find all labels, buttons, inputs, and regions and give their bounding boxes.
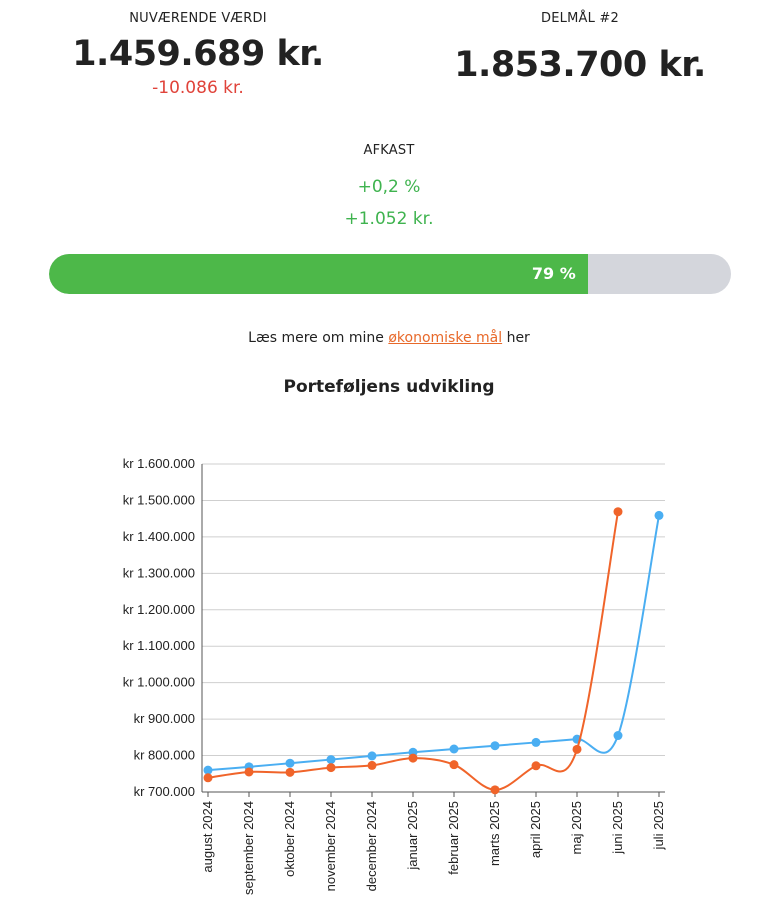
series-1-point	[449, 744, 459, 754]
y-tick-label: kr 900.000	[134, 711, 195, 726]
portfolio-line-chart: kr 700.000 kr 800.000 kr 900.000 kr 1.000.0…	[123, 456, 666, 895]
series-1-point	[326, 755, 336, 765]
goal-label: DELMÅL #2	[541, 11, 619, 26]
series-1-point	[531, 737, 541, 747]
series-2-point	[367, 760, 377, 770]
x-tick-label: oktober 2024	[282, 801, 297, 877]
y-tick-label: kr 1.300.000	[123, 565, 195, 580]
x-tick-label: august 2024	[200, 801, 215, 873]
current-value-label: NUVÆRENDE VÆRDI	[129, 11, 267, 26]
series-2-point	[531, 761, 541, 771]
series-1-point	[203, 765, 213, 775]
read-more-after: her	[502, 330, 530, 346]
read-more-text: Læs mere om mine økonomiske mål her	[0, 330, 778, 346]
chart-title: Porteføljens udvikling	[283, 377, 495, 397]
goal-progress-bar: 79 %	[49, 254, 731, 294]
series-2-point	[326, 763, 336, 773]
goal-progress-label: 79 %	[531, 264, 576, 283]
return-block: AFKAST +0,2 % +1.052 kr.	[239, 143, 539, 229]
series-line-1	[207, 515, 660, 772]
return-amount: +1.052 kr.	[344, 209, 434, 229]
economic-goals-link[interactable]: økonomiske mål	[388, 330, 503, 346]
x-tick-label: januar 2025	[405, 801, 420, 871]
return-percent: +0,2 %	[357, 177, 421, 197]
series-1-point	[285, 758, 295, 768]
y-tick-label: kr 700.000	[134, 784, 195, 799]
series-2-point	[613, 507, 623, 517]
x-tick-label: maj 2025	[569, 801, 584, 854]
current-value-block: NUVÆRENDE VÆRDI 1.459.689 kr. -10.086 kr…	[48, 11, 348, 98]
y-tick-label: kr 1.100.000	[123, 638, 195, 653]
x-tick-label: december 2024	[364, 801, 379, 891]
y-tick-label: kr 1.500.000	[123, 492, 195, 507]
y-tick-label: kr 1.200.000	[123, 602, 195, 617]
goal-progress-fill: 79 %	[49, 254, 588, 294]
x-tick-label: juni 2025	[610, 801, 625, 855]
x-tick-label: november 2024	[323, 801, 338, 891]
current-value: 1.459.689 kr.	[72, 34, 324, 74]
series-1-point	[613, 731, 623, 741]
series-2-point	[203, 773, 213, 783]
y-tick-label: kr 1.400.000	[123, 529, 195, 544]
current-value-delta: -10.086 kr.	[152, 78, 244, 98]
x-tick-label: februar 2025	[446, 801, 461, 875]
read-more-before: Læs mere om mine	[248, 330, 389, 346]
series-1-point	[490, 741, 500, 751]
x-tick-label: marts 2025	[487, 801, 502, 866]
return-label: AFKAST	[363, 143, 415, 158]
series-1-point	[654, 510, 664, 520]
series-2-point	[572, 744, 582, 754]
x-tick-label: april 2025	[528, 801, 543, 858]
series-1-point	[367, 751, 377, 761]
x-tick-label: september 2024	[241, 801, 256, 895]
series-2-point	[449, 760, 459, 770]
goal-block: DELMÅL #2 1.853.700 kr.	[430, 11, 730, 85]
y-tick-label: kr 1.000.000	[123, 675, 195, 690]
x-tick-label: juli 2025	[651, 801, 666, 850]
goal-value: 1.853.700 kr.	[454, 45, 706, 85]
y-tick-label: kr 800.000	[134, 748, 195, 763]
series-2-point	[285, 767, 295, 777]
series-2-point	[490, 785, 500, 795]
y-tick-label: kr 1.600.000	[123, 456, 195, 471]
series-2-point	[408, 753, 418, 763]
series-2-point	[244, 767, 254, 777]
